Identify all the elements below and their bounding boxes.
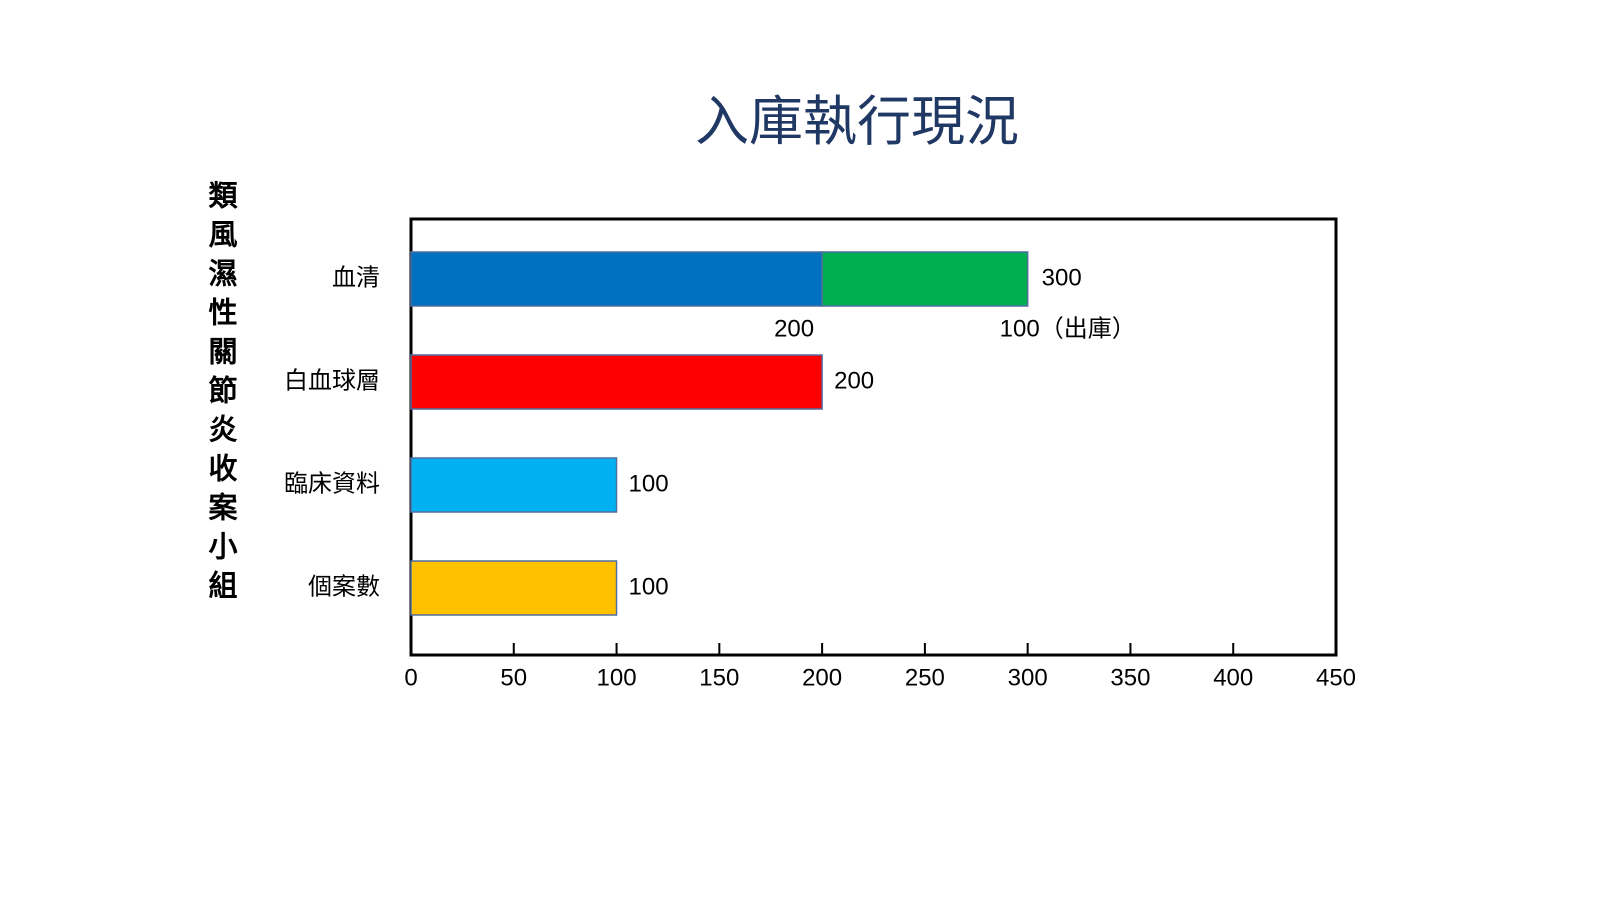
bar [410,457,618,513]
bar [410,560,618,616]
x-tick-label: 150 [699,664,739,691]
bar [410,251,823,307]
x-tick-label: 100 [597,664,637,691]
category-label: 臨床資料 [284,470,380,498]
bar [821,251,1029,307]
plot-frame [409,217,1338,657]
x-tick-label: 350 [1110,664,1150,691]
x-tick-label: 250 [905,664,945,691]
total-label: 300 [1042,264,1082,291]
category-label: 血清 [332,264,380,292]
value-label: 200 [774,315,814,342]
value-label: 100（出庫） [1000,315,1136,342]
x-tick-label: 50 [500,664,527,691]
x-tick-label: 450 [1316,664,1356,691]
bar [410,354,823,410]
value-label: 100 [629,573,669,600]
x-tick-label: 300 [1008,664,1048,691]
x-tick-label: 0 [404,664,417,691]
x-tick-label: 400 [1213,664,1253,691]
category-label: 白血球層 [284,367,380,395]
x-tick-label: 200 [802,664,842,691]
value-label: 200 [834,367,874,394]
y-axis-label: 類風濕性關節炎收案小組 [204,180,238,609]
value-label: 100 [629,470,669,497]
chart-title: 入庫執行現況 [695,90,1019,153]
category-label: 個案數 [308,573,380,601]
